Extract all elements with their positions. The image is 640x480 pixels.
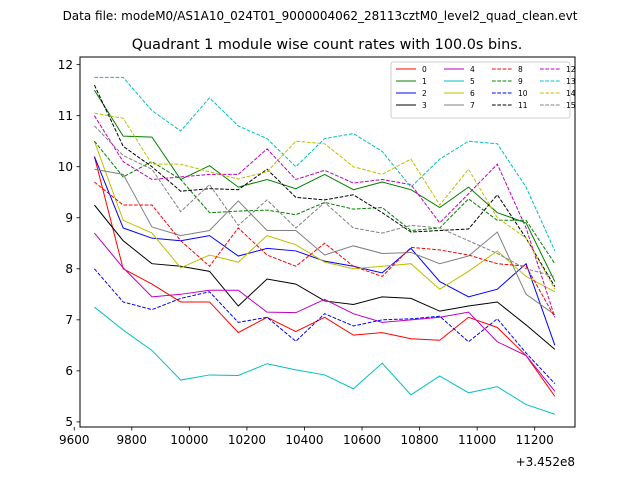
series-line-14 (94, 112, 556, 290)
y-tick-label: 5 (65, 415, 73, 429)
x-tick-label: 11000 (458, 433, 496, 447)
series-line-10 (94, 268, 556, 384)
legend-label-10: 10 (518, 89, 528, 98)
legend-box (390, 61, 571, 119)
y-tick-label: 7 (65, 313, 73, 327)
y-tick-label: 12 (58, 58, 73, 72)
legend-label-3: 3 (422, 101, 427, 110)
series-line-12 (93, 115, 556, 318)
axes-layer: 9600 9800 10000 10200 10400 10600 10800 11000 11… (58, 58, 554, 447)
x-tick-label: 10400 (285, 433, 323, 447)
series-line-6 (93, 141, 556, 293)
series-line-5 (94, 306, 556, 415)
legend-label-9: 9 (518, 77, 523, 86)
chart-title: Quadrant 1 module wise count rates with … (132, 37, 523, 53)
legend-label-5: 5 (470, 77, 475, 86)
legend-label-4: 4 (470, 65, 475, 74)
legend-label-1: 1 (422, 77, 427, 86)
series-line-1 (93, 89, 556, 282)
x-tick-label: 10800 (400, 433, 438, 447)
x-tick-label: 11200 (516, 433, 554, 447)
x-tick-label: 10000 (170, 433, 208, 447)
legend-label-12: 12 (566, 65, 576, 74)
y-tick-label: 11 (58, 109, 73, 123)
series-line-0 (93, 156, 556, 397)
series-line-4 (94, 232, 556, 392)
series-line-13 (94, 76, 556, 252)
legend-label-14: 14 (566, 89, 576, 98)
legend-label-6: 6 (470, 89, 475, 98)
legend-label-0: 0 (422, 65, 427, 74)
y-tick-label: 8 (65, 262, 73, 276)
legend-label-7: 7 (470, 101, 475, 110)
series-line-11 (93, 84, 556, 287)
legend-label-13: 13 (566, 77, 576, 86)
series-line-7 (94, 168, 556, 316)
series-line-9 (94, 140, 556, 264)
x-offset-label: +3.452e8 (516, 455, 575, 469)
x-tick-label: 10600 (343, 433, 381, 447)
legend-label-2: 2 (422, 89, 427, 98)
legend-label-15: 15 (566, 101, 576, 110)
y-tick-label: 10 (58, 160, 73, 174)
series-line-8 (94, 181, 556, 318)
series-line-2 (93, 156, 556, 346)
x-tick-label: 9600 (59, 433, 90, 447)
legend-label-11: 11 (518, 101, 528, 110)
y-tick-label: 6 (65, 364, 73, 378)
x-tick-label: 10200 (228, 433, 266, 447)
legend-label-8: 8 (518, 65, 523, 74)
x-tick-label: 9800 (117, 433, 148, 447)
y-tick-label: 9 (65, 211, 73, 225)
series-line-3 (94, 204, 556, 350)
series-layer (93, 76, 556, 415)
series-line-15 (94, 125, 555, 277)
plot-frame (79, 56, 576, 428)
figure-suptitle: Data file: modeM0/AS1A10_024T01_90000040… (63, 9, 578, 23)
